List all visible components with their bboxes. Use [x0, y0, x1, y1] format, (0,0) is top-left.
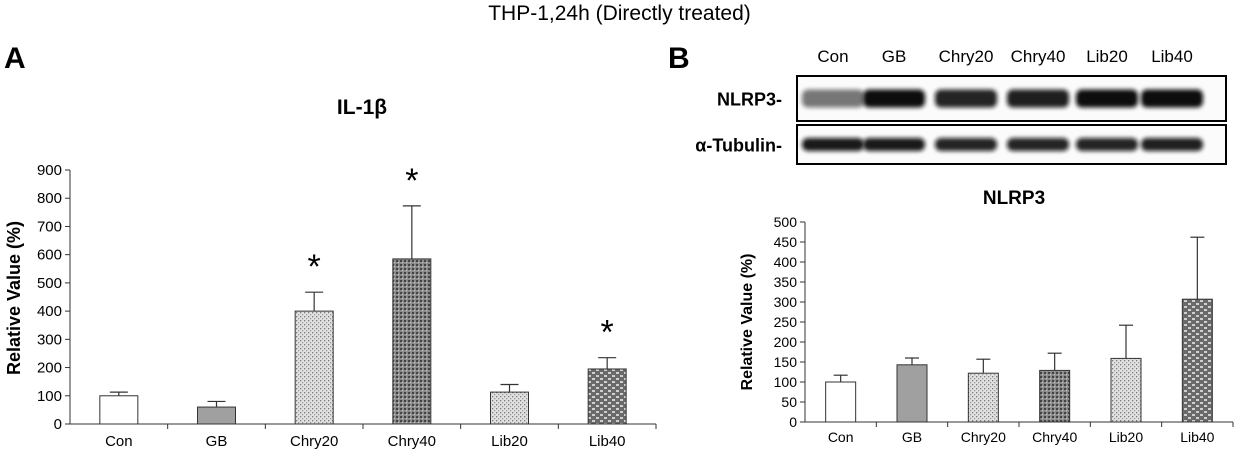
blot-band: [863, 89, 925, 108]
panel-b-label: B: [668, 42, 690, 75]
bar-gb: [197, 406, 236, 425]
x-tick-label: Chry20: [290, 433, 338, 450]
blot-band: [1007, 138, 1069, 151]
bar-lib40: [587, 368, 627, 425]
x-tick-label: Con: [828, 429, 854, 445]
blot-band: [1141, 138, 1203, 151]
x-tick-label: GB: [902, 429, 922, 445]
blot-lane-label: Lib20: [1086, 47, 1128, 66]
x-tick-label: Chry20: [961, 429, 1006, 445]
y-tick-label: 350: [774, 274, 798, 290]
blot-band: [802, 89, 864, 108]
x-tick-label: Lib40: [589, 433, 626, 450]
y-tick-label: 300: [774, 294, 798, 310]
bar-chry40: [392, 258, 432, 425]
x-tick-label: Con: [105, 433, 133, 450]
bar-con: [99, 395, 139, 425]
blot-lane-label: GB: [882, 47, 907, 66]
y-tick-label: 250: [774, 314, 798, 330]
x-tick-label: Chry40: [1032, 429, 1077, 445]
panel-a-label: A: [4, 42, 26, 75]
chart-a-title: IL-1β: [337, 96, 387, 119]
y-tick-label: 200: [37, 360, 62, 377]
blot-band: [935, 89, 997, 108]
blot-band: [1141, 89, 1203, 108]
x-tick-label: GB: [206, 433, 228, 450]
blot-band: [1007, 89, 1069, 108]
y-tick-label: 400: [774, 254, 798, 270]
blot-band: [1076, 89, 1138, 108]
y-tick-label: 400: [37, 303, 62, 320]
blot-row-label: α-Tubulin-: [695, 136, 782, 156]
bar-lib20: [1110, 357, 1142, 423]
bar-con: [825, 381, 857, 423]
y-tick-label: 500: [774, 214, 798, 230]
bar-chry20: [294, 310, 334, 425]
y-tick-label: 0: [789, 414, 797, 430]
blot-lane-label: Lib40: [1151, 47, 1193, 66]
significance-marker: *: [308, 248, 321, 286]
il1b-bar-chart: IL-1β Relative Value (%) 0 100 200 300 400 50…: [4, 96, 657, 450]
blot-lane-label: Chry20: [939, 47, 994, 66]
blot-row-label: NLRP3-: [717, 90, 782, 110]
blot-band: [863, 138, 925, 151]
y-tick-label: 700: [37, 218, 62, 235]
x-tick-label: Lib20: [491, 433, 528, 450]
x-tick-label: Chry40: [388, 433, 436, 450]
bar-lib20: [490, 391, 529, 425]
y-tick-label: 100: [774, 374, 798, 390]
y-tick-label: 300: [37, 331, 62, 348]
blot-band: [935, 138, 997, 151]
significance-marker: *: [601, 314, 614, 352]
significance-marker: *: [405, 162, 418, 200]
bar-gb: [896, 364, 928, 423]
chart-a-ylabel: Relative Value (%): [4, 221, 24, 375]
blot-lane-label: Chry40: [1011, 47, 1066, 66]
y-tick-label: 500: [37, 275, 62, 292]
y-tick-label: 450: [774, 234, 798, 250]
bar-lib40: [1181, 298, 1213, 423]
western-blot: Con GB Chry20 Chry40 Lib20 Lib40 NLRP3- α-Tubu…: [695, 47, 1227, 165]
y-tick-label: 150: [774, 354, 798, 370]
y-tick-label: 600: [37, 247, 62, 264]
bar-chry20: [967, 372, 999, 423]
y-tick-label: 100: [37, 388, 62, 405]
blot-lane-label: Con: [817, 47, 848, 66]
blot-band: [1076, 138, 1138, 151]
y-tick-label: 50: [781, 394, 797, 410]
figure-title: THP-1,24h (Directly treated): [488, 2, 751, 25]
blot-band: [802, 138, 864, 151]
y-tick-label: 200: [774, 334, 798, 350]
y-tick-label: 900: [37, 162, 62, 179]
chart-b-ylabel: Relative Value (%): [739, 254, 756, 391]
x-tick-label: Lib20: [1109, 429, 1143, 445]
y-tick-label: 0: [54, 416, 62, 433]
chart-b-title: NLRP3: [983, 188, 1045, 209]
x-tick-label: Lib40: [1180, 429, 1214, 445]
bar-chry40: [1039, 369, 1071, 423]
y-tick-label: 800: [37, 190, 62, 207]
